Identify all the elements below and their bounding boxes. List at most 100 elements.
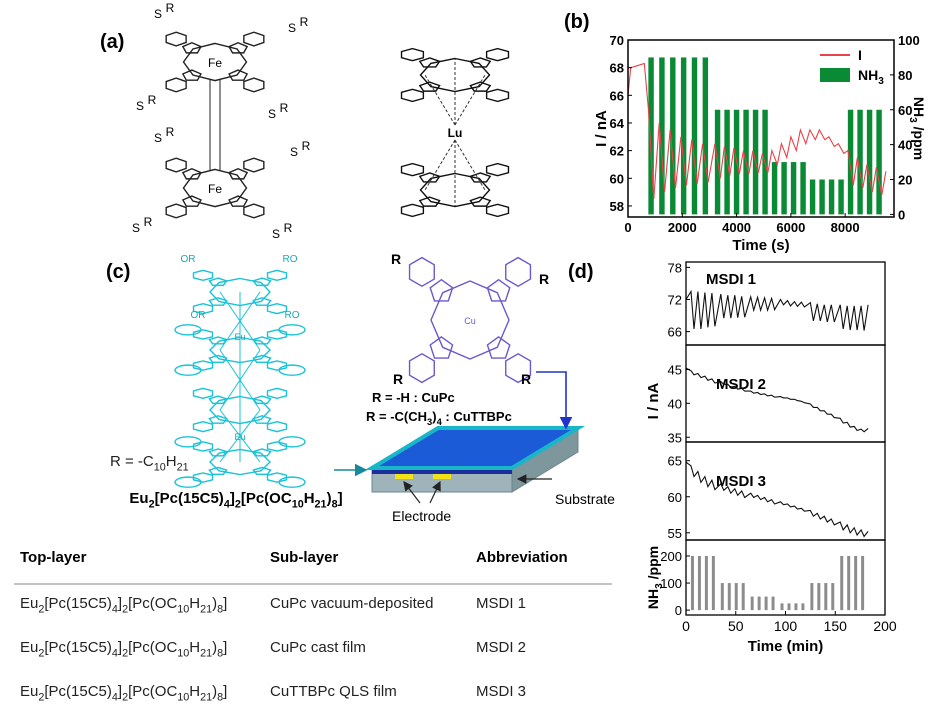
film-top [364,426,586,470]
crown-ether [175,365,201,375]
crown-ether [279,325,305,335]
x-tick-label: 200 [873,618,897,634]
nh3-pulse [824,583,828,611]
y-tick-label: 60 [610,171,624,186]
y-tick-label: 65 [668,454,682,469]
arrow [536,371,573,430]
pyrrole-ring [209,449,226,456]
text-part: ) [212,683,217,700]
table-cell: Eu2[Pc(15C5)4]2[Pc(OC10H21)8] [20,683,227,704]
text-part: H [189,595,200,612]
table-cell: CuTTBPc QLS film [270,683,397,700]
crown-ether [279,437,305,447]
benzene-ring [487,204,509,216]
text-part: [Pc(OC [241,490,292,507]
pyrrole-ring [209,396,226,403]
y-tick-label: 70 [610,33,624,48]
benzene-ring [194,270,213,280]
text-part: ) [212,595,217,612]
benzene-ring [268,361,287,370]
text-part: ] [223,595,227,612]
panel-label: (a) [100,31,124,53]
compound-name: Eu2[Pc(15C5)4]2[Pc(OC10H21)8] [129,490,342,511]
nh3-pulse [780,603,784,611]
text-part: ] [118,639,122,656]
pyrrole-ring [183,169,201,179]
atom-label: R [300,15,309,29]
atom-label: Lu [448,126,463,140]
text-part: H [189,639,200,656]
pyrrole-ring [487,337,509,358]
benzene-ring [268,388,287,398]
text-part: H [166,453,177,470]
nh3-pulse [831,583,835,611]
subscript: 21 [200,692,212,704]
atom-label: S [290,145,298,159]
y2-tick-label: 80 [898,68,912,83]
pyrrole-ring [420,173,440,182]
y-axis-label: I / nA [593,110,610,147]
pyrrole-ring [420,58,440,67]
nh3-pulse [691,57,698,215]
text-part: [Pc(15C5) [155,490,224,507]
subscript: 2 [122,604,128,616]
y2-tick-label: 60 [898,103,912,118]
text-part: ] [223,639,227,656]
pyrrole-ring [209,416,226,423]
subscript: 4 [112,648,118,660]
x-tick-label: 2000 [668,220,697,235]
subscript: 3 [907,117,918,123]
current-line [627,62,887,200]
nh3-pulse [847,109,854,215]
benzene-ring [410,354,435,383]
text-part: ) [432,409,436,424]
benzene-ring [402,49,424,61]
table-header: Sub-layer [270,549,339,566]
text-part: /ppm [645,546,661,583]
series-label: MSDI 3 [716,473,766,490]
nh3-pulse [659,57,665,215]
text-part: H [304,490,315,507]
nh3-pulse [801,603,805,611]
substituent-label: R [539,271,549,287]
subscript: 4 [112,604,118,616]
y-tick-label: 200 [660,549,682,564]
y-tick-label: 60 [668,490,682,505]
device-label: Substrate [555,491,615,507]
panel-label: (b) [564,11,590,33]
crown-ether [175,477,201,487]
pyrrole-ring [183,43,201,53]
benzene-ring [268,270,287,280]
r-definition: R = -C10H21 [110,453,189,474]
benzene-ring [244,78,264,92]
y-tick-label: 66 [668,325,682,340]
device-label: Electrode [392,508,451,524]
x-tick-label: 6000 [776,220,805,235]
nh3-pulse [781,162,787,215]
y-tick-label: 62 [610,144,624,159]
benzene-ring [410,258,435,287]
y2-tick-label: 40 [898,138,912,153]
y2-axis-label: NH3 /ppm [907,97,927,160]
benzene-ring [166,78,186,92]
substituent-label: R [521,371,531,387]
y-tick-label: 55 [668,526,682,541]
series-label: MSDI 1 [706,271,756,288]
crown-ether [175,325,201,335]
panel-label: (d) [568,261,594,283]
coordination [219,349,261,411]
pyrrole-ring [253,337,270,344]
coordination [219,291,261,351]
benzene-ring [268,473,287,482]
pyrrole-ring [209,298,226,305]
pyrrole-ring [253,298,270,305]
nh3-pulse [697,555,701,611]
text-part: Eu [20,683,38,700]
benzene-ring [244,158,264,172]
text-part: NH [645,589,661,609]
nh3-pulse [670,57,676,215]
nh3-pulse [847,555,851,611]
y-tick-label: 58 [610,199,624,214]
electrode [433,474,451,479]
sensor-response [685,367,869,433]
